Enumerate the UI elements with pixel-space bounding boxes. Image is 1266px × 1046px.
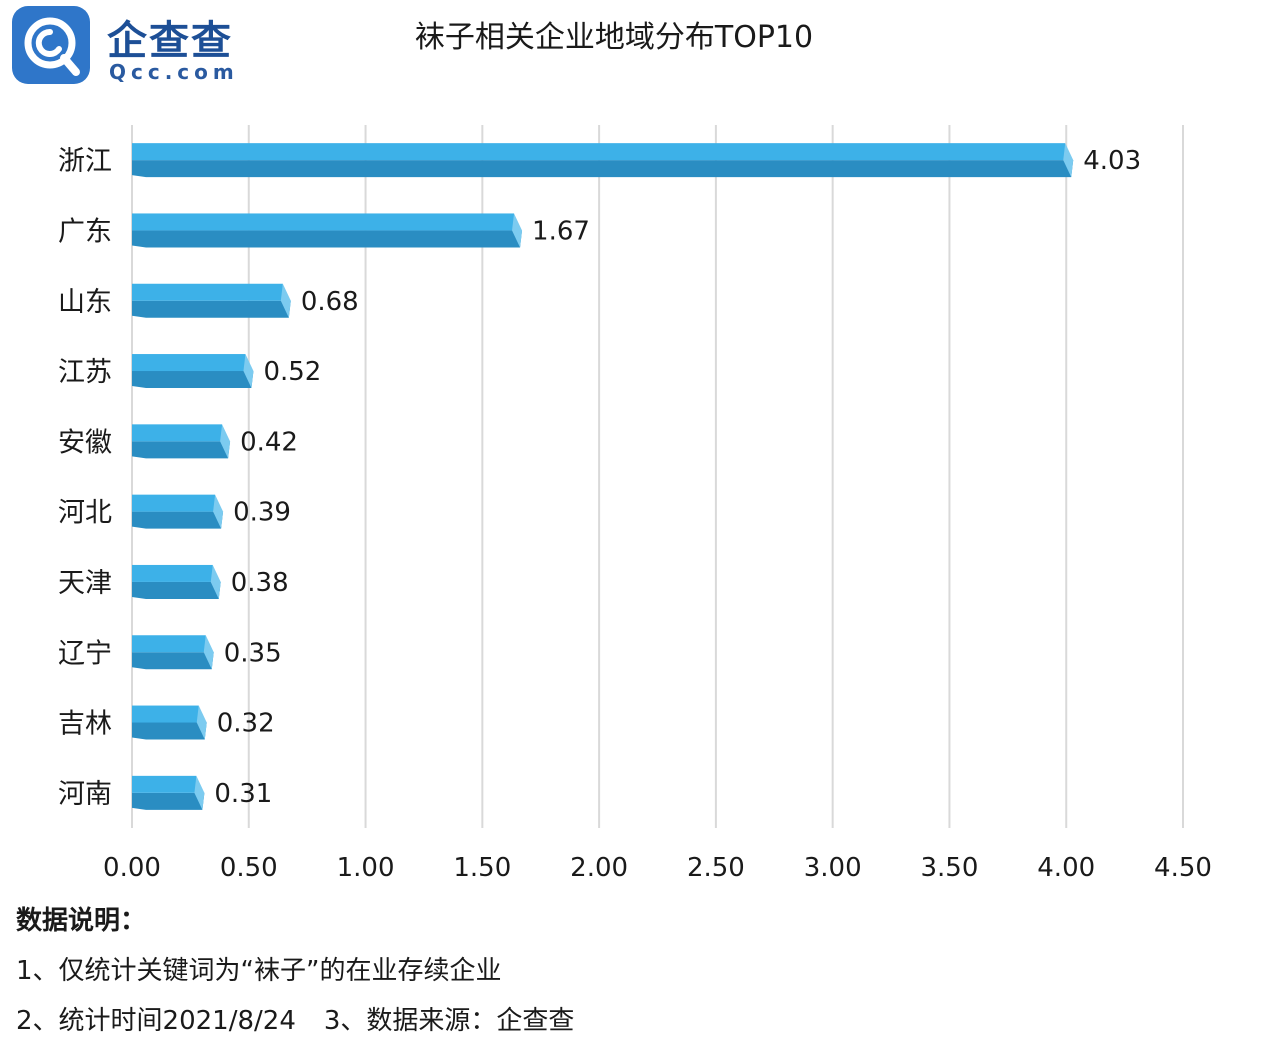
bar [132, 143, 1074, 178]
data-notes: 数据说明： 1、仅统计关键词为“袜子”的在业存续企业 2、统计时间2021/8/… [16, 896, 574, 1046]
notes-line-1: 1、仅统计关键词为“袜子”的在业存续企业 [16, 956, 502, 986]
bar-shade [132, 230, 523, 248]
x-tick-label: 2.50 [687, 853, 745, 883]
logo: 企查查 Qcc.com [12, 6, 252, 86]
category-label: 河北 [58, 498, 112, 529]
bar-shade [132, 581, 221, 599]
bar-face [132, 354, 246, 372]
value-label: 0.52 [263, 357, 321, 387]
bar [132, 283, 291, 318]
x-axis-tick-labels: 0.00 0.50 1.00 1.50 2.00 2.50 3.00 3.50 4.00 4.50 [103, 853, 1212, 883]
bar-face [132, 635, 206, 653]
notes-source: 3、数据来源：企查查 [323, 1006, 575, 1036]
value-labels: 4.03 1.67 0.68 0.52 0.42 0.39 0.38 0.35 0.32 0.31 [214, 146, 1141, 809]
x-tick-label: 3.50 [920, 853, 978, 883]
x-tick-label: 3.00 [804, 853, 862, 883]
bar-shade [132, 722, 207, 740]
bars [132, 143, 1074, 810]
category-label: 山东 [58, 287, 112, 318]
bar-shade [132, 792, 205, 810]
x-tick-label: 2.00 [570, 853, 628, 883]
bar-cap [512, 213, 523, 248]
category-label: 天津 [58, 568, 112, 599]
notes-date: 2、统计时间2021/8/24 [16, 1006, 296, 1036]
value-label: 0.68 [301, 287, 359, 317]
bar-shade [132, 441, 231, 459]
bar [132, 705, 207, 740]
bar-face [132, 564, 213, 582]
bar-face [132, 775, 197, 793]
bar-face [132, 143, 1066, 161]
bar-shade [132, 511, 224, 529]
notes-line-2: 2、统计时间2021/8/24 3、数据来源：企查查 [16, 996, 574, 1046]
bar [132, 213, 523, 248]
bar-cap [210, 564, 221, 599]
bar-cap [280, 283, 291, 318]
category-label: 辽宁 [58, 638, 112, 669]
bar-shade [132, 652, 214, 670]
bar [132, 635, 214, 670]
bar-cap [220, 424, 231, 459]
x-tick-label: 0.00 [103, 853, 161, 883]
bar-cap [243, 354, 254, 389]
value-label: 0.32 [217, 709, 275, 739]
bar [132, 354, 254, 389]
value-label: 0.38 [231, 568, 289, 598]
bar-face [132, 424, 223, 442]
x-tick-label: 0.50 [220, 853, 278, 883]
value-label: 0.35 [224, 638, 282, 668]
qcc-magnifier-icon [12, 6, 90, 84]
bar-cap [213, 494, 224, 529]
bar-face [132, 494, 216, 512]
bar-shade [132, 160, 1074, 178]
bar-cap [194, 775, 205, 810]
x-tick-label: 1.50 [453, 853, 511, 883]
category-label: 河南 [58, 779, 112, 810]
x-tick-label: 1.00 [337, 853, 395, 883]
value-label: 4.03 [1083, 146, 1141, 176]
value-label: 0.31 [214, 779, 272, 809]
bar [132, 564, 221, 599]
value-label: 0.39 [233, 498, 291, 528]
bar-shade [132, 371, 254, 389]
value-label: 0.42 [240, 427, 298, 457]
bar-face [132, 283, 283, 301]
logo-domain: Qcc.com [109, 60, 239, 84]
notes-heading: 数据说明： [16, 906, 147, 936]
bar-cap [1063, 143, 1074, 178]
category-label: 江苏 [58, 357, 112, 388]
x-tick-label: 4.50 [1154, 853, 1212, 883]
category-label: 广东 [58, 216, 112, 247]
x-tick-label: 4.00 [1037, 853, 1095, 883]
logo-text: 企查查 [107, 18, 233, 64]
bar-cap [203, 635, 214, 670]
bar [132, 424, 231, 459]
bar-cap [196, 705, 207, 740]
chart-title: 袜子相关企业地域分布TOP10 [414, 20, 814, 55]
category-label: 浙江 [58, 146, 112, 177]
category-label: 吉林 [58, 709, 112, 740]
category-label: 安徽 [58, 427, 112, 458]
bar-face [132, 705, 199, 723]
value-label: 1.67 [532, 216, 590, 246]
bar-shade [132, 300, 291, 318]
bar [132, 775, 205, 810]
bar-face [132, 213, 515, 231]
bar [132, 494, 224, 529]
